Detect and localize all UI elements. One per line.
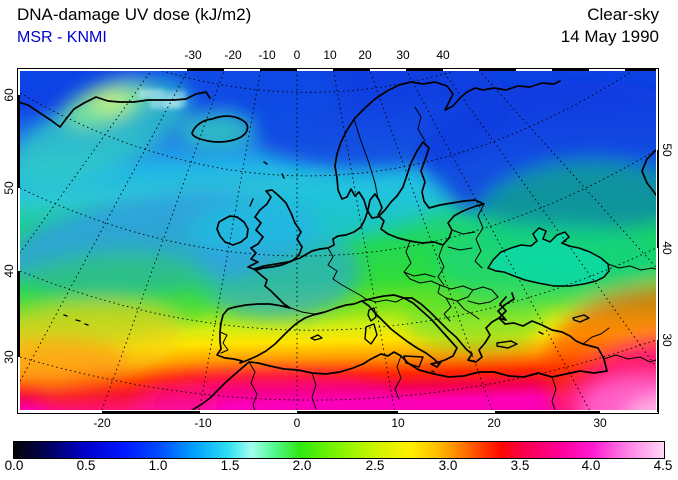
frame-tick-segment	[187, 68, 224, 71]
frame-tick-segment	[297, 410, 398, 413]
bottom-axis-tick-label: 20	[487, 416, 501, 430]
colorbar-tick-label: 1.5	[220, 458, 240, 473]
date-label: 14 May 1990	[560, 27, 659, 46]
frame-tick-segment	[17, 95, 20, 188]
frame-tick-segment	[406, 68, 443, 71]
coast-iceland	[191, 115, 249, 143]
colorbar-tick-label: 0.0	[4, 458, 24, 473]
colorbar-tick-label: 2.5	[365, 458, 385, 473]
frame-tick-segment	[495, 410, 600, 413]
no-data-blocks	[138, 89, 186, 109]
black-sea	[486, 227, 610, 287]
right-axis-tick-label: 50	[660, 143, 674, 157]
colorbar-tick-label: 2.0	[292, 458, 312, 473]
top-axis-tick-label: -30	[184, 48, 202, 62]
bottom-axis-tick-label: 10	[391, 416, 405, 430]
islands	[63, 161, 590, 373]
top-axis-tick-label: 40	[436, 48, 450, 62]
left-axis-tick-label: 40	[2, 264, 16, 278]
colorbar-tick-label: 1.0	[148, 458, 168, 473]
colorbar-tick-label: 3.5	[510, 458, 530, 473]
top-axis-tick-label: 30	[396, 48, 410, 62]
top-axis-tick-label: 10	[323, 48, 337, 62]
top-axis-tick-label: 20	[358, 48, 372, 62]
top-axis-tick-label: 0	[293, 48, 301, 62]
coast-turkey-levant-africa	[190, 296, 608, 410]
source-label: MSR - KNMI	[17, 29, 107, 46]
colorbar-tick-label: 4.5	[653, 458, 673, 473]
coast-caspian	[641, 149, 656, 196]
graticule	[20, 71, 656, 410]
frame-tick-segment	[656, 340, 659, 412]
colorbar	[13, 441, 665, 459]
left-axis-tick-label: 50	[2, 181, 16, 195]
colorbar-tick-label: 4.0	[581, 458, 601, 473]
bottom-axis-tick-label: -20	[93, 416, 111, 430]
bottom-axis-tick-label: 0	[293, 416, 301, 430]
map-canvas	[20, 71, 656, 410]
bottom-axis-tick-label: 30	[593, 416, 607, 430]
frame-tick-segment	[333, 68, 370, 71]
right-axis-tick-label: 30	[660, 333, 674, 347]
top-axis-tick-label: -20	[224, 48, 242, 62]
right-axis-tick-label: 40	[660, 241, 674, 255]
left-axis-tick-label: 60	[2, 88, 16, 102]
left-axis-tick-label: 30	[2, 350, 16, 364]
colorbar-tick-label: 0.5	[76, 458, 96, 473]
condition-label: Clear-sky	[587, 5, 659, 24]
frame-tick-segment	[656, 150, 659, 248]
country-borders	[219, 106, 656, 410]
frame-tick-segment	[17, 271, 20, 357]
coast-italy-balkans-greece	[361, 292, 515, 368]
frame-tick-segment	[102, 410, 200, 413]
coast-ireland	[216, 215, 249, 246]
top-axis-tick-label: -10	[258, 48, 276, 62]
bottom-axis-tick-label: -10	[194, 416, 212, 430]
frame-tick-segment	[260, 68, 297, 71]
coast-north-baltic-scandinavia	[311, 80, 561, 252]
frame-tick-segment	[625, 68, 656, 71]
frame-tick-segment	[552, 68, 589, 71]
colorbar-tick-label: 3.0	[438, 458, 458, 473]
page-title: DNA-damage UV dose (kJ/m2)	[17, 5, 252, 24]
coast-greenland	[20, 91, 211, 128]
frame-tick-segment	[479, 68, 516, 71]
